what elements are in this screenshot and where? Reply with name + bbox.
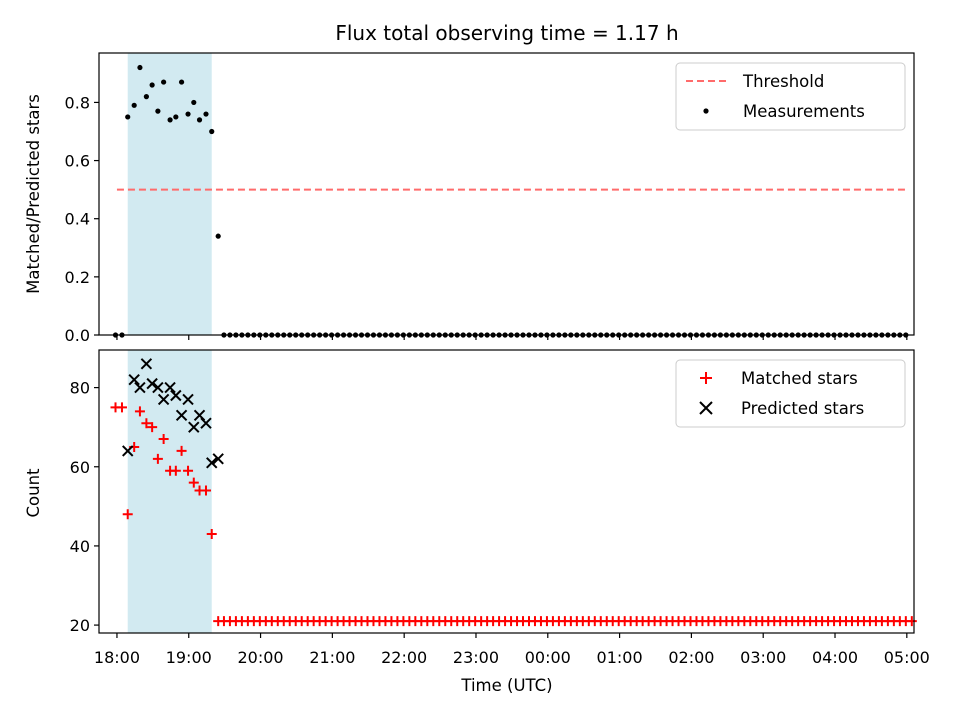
legend-label: Predicted stars	[741, 399, 864, 418]
legend-predicted-swatch	[699, 401, 713, 415]
x-axis-label: Time (UTC)	[460, 676, 552, 695]
legend-label: Threshold	[742, 72, 824, 91]
top-panel: 0.0 0.2 0.4 0.6 0.8 Threshold Measurements	[65, 52, 915, 345]
predicted-star-point	[122, 445, 134, 457]
predicted-star-point	[175, 409, 188, 422]
bottom-panel: 20 40 60 80 18:00 19:00 20:00 21:00 22:00 23:00 00…	[70, 349, 930, 667]
measurement-point	[149, 82, 155, 88]
measurement-point	[137, 64, 143, 71]
predicted-star-point	[157, 393, 170, 406]
legend-label: Matched stars	[741, 369, 858, 388]
predicted-star-point	[164, 381, 176, 394]
matched-star-point	[134, 406, 145, 417]
measurement-point	[173, 114, 179, 120]
measurement-point	[185, 111, 191, 117]
predicted-star-point	[193, 409, 206, 422]
matched-star-point	[200, 485, 211, 496]
y-tick-label: 0.2	[65, 268, 90, 287]
chart-title: Flux total observing time = 1.17 h	[335, 21, 678, 45]
measurement-point	[209, 128, 215, 135]
predicted-star-point	[152, 381, 164, 394]
y-tick-label: 40	[70, 537, 90, 556]
predicted-star-point	[212, 453, 224, 465]
x-tick-label: 01:00	[597, 648, 643, 667]
x-tick-label: 00:00	[525, 648, 571, 667]
y-tick-label: 0.8	[65, 93, 90, 112]
predicted-star-point	[140, 358, 153, 370]
y-tick-label: 0.0	[65, 326, 90, 345]
matched-star-point	[183, 465, 194, 476]
x-tick-label: 02:00	[668, 648, 714, 667]
x-tick-label: 18:00	[94, 648, 140, 667]
shaded-interval	[127, 53, 212, 335]
measurement-point	[196, 117, 203, 123]
x-tick-label: 21:00	[309, 648, 355, 667]
axes-frame	[98, 52, 915, 336]
y-tick-label: 80	[70, 379, 90, 398]
measurement-point	[178, 79, 185, 85]
matched-star-point	[206, 529, 217, 540]
predicted-star-point	[128, 373, 140, 386]
legend-box	[675, 359, 906, 428]
x-tick-label: 03:00	[740, 648, 786, 667]
predicted-star-point	[134, 381, 146, 394]
x-tick-label: 04:00	[812, 648, 858, 667]
axes-frame	[98, 349, 915, 634]
matched-star-point	[122, 509, 133, 520]
matched-star-point	[141, 418, 152, 429]
x-tick-label: 22:00	[381, 648, 427, 667]
legend-matched-swatch	[700, 372, 712, 384]
measurement-point	[155, 108, 161, 114]
bottom-y-axis-label: Count	[24, 468, 43, 518]
top-y-axis-label: Matched/Predicted stars	[24, 94, 43, 294]
matched-star-point	[158, 434, 169, 445]
matched-star-point	[906, 616, 917, 627]
matched-star-point	[170, 465, 181, 476]
matched-star-point	[152, 453, 163, 464]
x-tick-label: 05:00	[884, 648, 930, 667]
y-tick-label: 20	[70, 616, 90, 635]
measurement-point	[203, 111, 209, 117]
legend-label: Measurements	[743, 102, 865, 121]
x-tick-label: 19:00	[166, 648, 212, 667]
measurement-point	[143, 94, 149, 100]
predicted-star-point	[206, 457, 218, 469]
x-tick-label: 20:00	[238, 648, 284, 667]
predicted-star-point	[146, 377, 158, 390]
measurement-point	[191, 99, 197, 106]
predicted-star-point	[200, 417, 212, 429]
measurement-point	[161, 79, 167, 85]
measurement-point	[167, 117, 173, 123]
matched-star-point	[176, 445, 187, 456]
predicted-star-point	[188, 421, 200, 433]
predicted-star-point	[170, 389, 182, 402]
y-tick-label: 0.4	[65, 210, 90, 229]
matched-star-point	[116, 402, 127, 413]
measurement-point	[215, 233, 221, 239]
x-tick-label: 23:00	[453, 648, 499, 667]
legend-measurement-swatch	[703, 108, 709, 114]
measurement-point	[131, 102, 137, 108]
matched-star-point	[147, 422, 158, 433]
measurement-point	[125, 114, 131, 120]
matched-star-point	[188, 477, 199, 488]
y-tick-label: 0.6	[65, 152, 90, 171]
legend-box	[675, 62, 906, 131]
y-tick-label: 60	[70, 458, 90, 477]
predicted-star-point	[182, 393, 194, 406]
